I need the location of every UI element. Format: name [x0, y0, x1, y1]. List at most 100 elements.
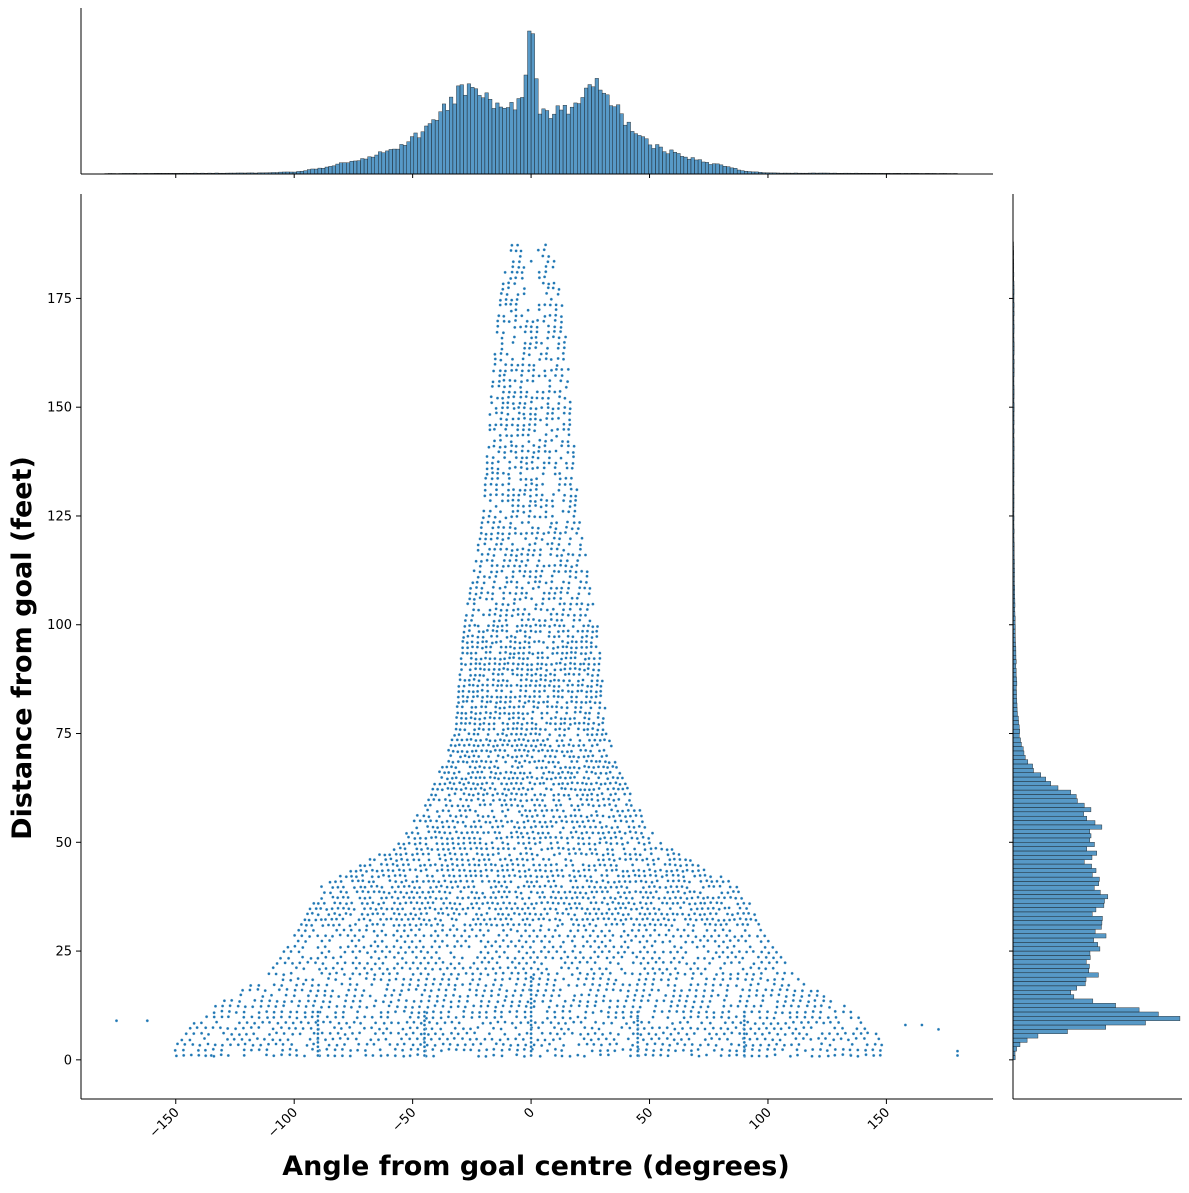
scatter-point: [616, 1005, 619, 1008]
scatter-point: [524, 640, 527, 643]
scatter-point: [570, 760, 573, 763]
scatter-point: [462, 700, 465, 703]
scatter-point: [468, 597, 471, 600]
scatter-point: [495, 543, 498, 546]
scatter-point: [626, 841, 629, 844]
scatter-point: [300, 934, 303, 937]
scatter-point: [343, 1043, 346, 1046]
scatter-point: [469, 1027, 472, 1030]
scatter-point: [549, 755, 552, 758]
scatter-point: [585, 646, 588, 649]
scatter-point: [486, 473, 489, 476]
scatter-point: [334, 978, 337, 981]
scatter-point: [753, 1005, 756, 1008]
scatter-point: [379, 918, 382, 921]
scatter-point: [327, 1054, 330, 1057]
scatter-point: [521, 456, 524, 459]
y-histogram-bar: [1013, 929, 1095, 933]
scatter-point: [483, 896, 486, 899]
scatter-point: [849, 1011, 852, 1014]
scatter-point: [509, 645, 512, 648]
scatter-point: [461, 957, 464, 960]
scatter-point: [499, 369, 502, 372]
scatter-point: [401, 967, 404, 970]
scatter-point: [659, 869, 662, 872]
scatter-point: [595, 881, 598, 884]
scatter-point: [605, 988, 608, 991]
x-histogram-bar: [538, 114, 542, 174]
scatter-point: [583, 587, 586, 590]
scatter-point: [494, 917, 497, 920]
scatter-point: [601, 792, 604, 795]
scatter-point: [383, 1022, 386, 1025]
scatter-point: [310, 957, 313, 960]
scatter-point: [395, 978, 398, 981]
scatter-point: [595, 853, 598, 856]
scatter-point: [762, 994, 765, 997]
y-histogram-bar: [1013, 999, 1093, 1003]
scatter-point: [316, 1015, 319, 1018]
scatter-point: [604, 707, 607, 710]
scatter-point: [605, 732, 608, 735]
scatter-point: [286, 946, 289, 949]
scatter-point: [625, 803, 628, 806]
scatter-point: [551, 825, 554, 828]
scatter-point: [571, 897, 574, 900]
scatter-point: [539, 419, 542, 422]
scatter-point: [395, 853, 398, 856]
scatter-point: [417, 979, 420, 982]
scatter-point: [575, 879, 578, 882]
y-histogram-bar: [1013, 860, 1084, 864]
scatter-point: [577, 527, 580, 530]
scatter-point: [560, 619, 563, 622]
scatter-point: [516, 684, 519, 687]
scatter-point: [538, 684, 541, 687]
scatter-point: [465, 874, 468, 877]
scatter-point: [554, 908, 557, 911]
scatter-point: [403, 1043, 406, 1046]
scatter-point: [445, 897, 448, 900]
scatter-point: [642, 957, 645, 960]
scatter-point: [784, 1022, 787, 1025]
scatter-point: [630, 908, 633, 911]
scatter-point: [381, 950, 384, 953]
scatter-point: [561, 652, 564, 655]
scatter-point: [635, 814, 638, 817]
scatter-point: [550, 788, 553, 791]
scatter-point: [565, 462, 568, 465]
scatter-point: [554, 1016, 557, 1019]
scatter-point: [303, 918, 306, 921]
scatter-point: [614, 820, 617, 823]
scatter-point: [516, 930, 519, 933]
scatter-point: [487, 624, 490, 627]
scatter-point: [478, 679, 481, 682]
scatter-point: [501, 538, 504, 541]
scatter-point: [485, 1011, 488, 1014]
scatter-point: [476, 831, 479, 834]
scatter-point: [506, 353, 509, 356]
x-histogram-bar: [709, 164, 713, 174]
x-histogram-bar: [588, 85, 592, 174]
scatter-point: [813, 1005, 816, 1008]
scatter-point: [496, 472, 499, 475]
scatter-point: [789, 1055, 792, 1058]
scatter-point: [511, 669, 514, 672]
scatter-point: [481, 782, 484, 785]
scatter-point: [287, 1038, 290, 1041]
scatter-point: [475, 560, 478, 563]
scatter-point: [535, 994, 538, 997]
scatter-point: [558, 734, 561, 737]
scatter-point: [674, 864, 677, 867]
scatter-point: [506, 864, 509, 867]
scatter-point: [473, 820, 476, 823]
scatter-point: [221, 1005, 224, 1008]
scatter-point: [451, 761, 454, 764]
scatter-point: [420, 923, 423, 926]
scatter-point: [322, 1000, 325, 1003]
scatter-point: [624, 858, 627, 861]
scatter-point: [504, 271, 507, 274]
scatter-point: [514, 308, 517, 311]
scatter-point: [585, 701, 588, 704]
scatter-point: [624, 832, 627, 835]
scatter-point: [730, 1043, 733, 1046]
